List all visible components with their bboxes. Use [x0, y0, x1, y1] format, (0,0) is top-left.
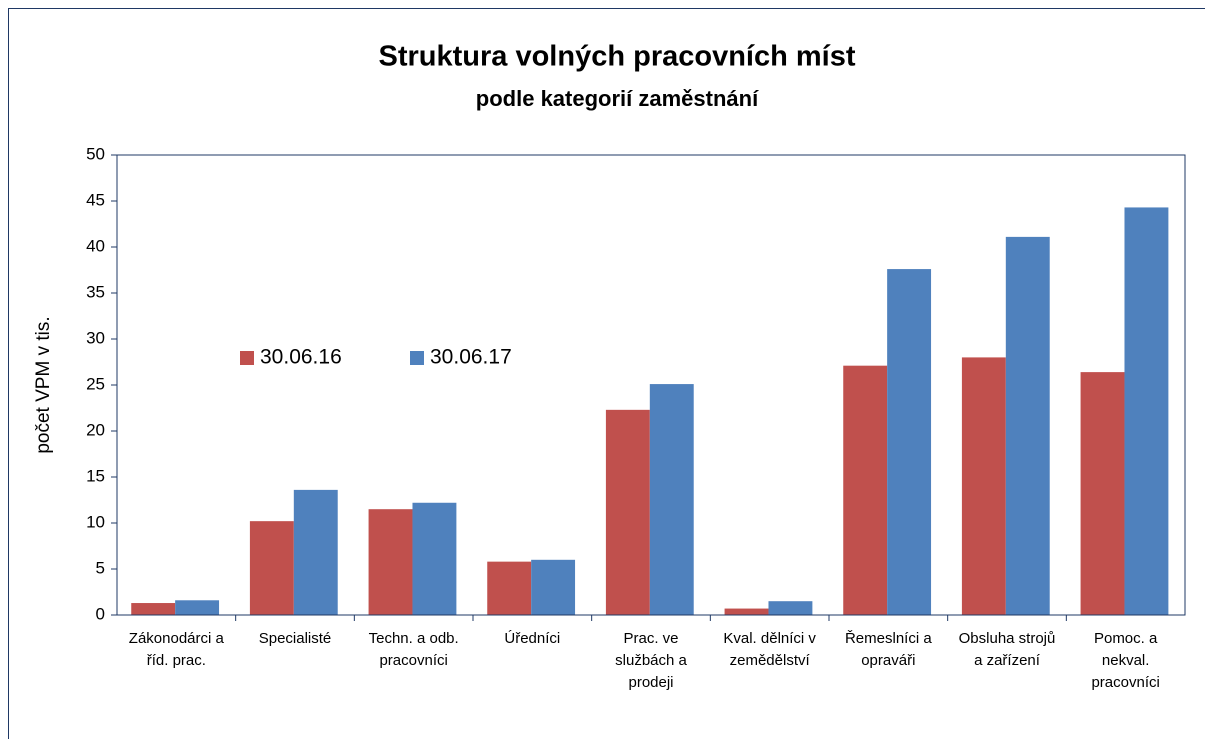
bar	[1005, 236, 1050, 615]
bar	[649, 384, 694, 615]
bar	[961, 357, 1006, 615]
legend-label: 30.06.17	[430, 346, 512, 369]
bar	[293, 489, 338, 615]
y-axis-label: počet VPM v tis.	[33, 316, 54, 453]
bar	[531, 559, 576, 615]
bar	[768, 601, 813, 615]
y-tick-label: 30	[86, 328, 105, 347]
chart-subtitle: podle kategorií zaměstnání	[476, 86, 759, 111]
y-tick-label: 10	[86, 512, 105, 531]
chart-border	[8, 8, 1205, 739]
legend-swatch	[410, 351, 424, 365]
x-tick-label: Prac. ve službách a prodeji	[615, 630, 687, 691]
chart-title: Struktura volných pracovních míst	[378, 41, 855, 73]
bar	[487, 561, 532, 615]
bar	[724, 608, 769, 615]
x-tick-label: Kval. dělníci v zemědělství	[723, 630, 816, 669]
plot-border	[116, 154, 1186, 616]
bar	[887, 269, 932, 615]
x-tick-label: Techn. a odb. pracovníci	[368, 630, 459, 669]
y-tick-label: 35	[86, 282, 105, 301]
y-tick-label: 50	[86, 144, 105, 163]
bar	[131, 603, 176, 615]
y-tick-label: 25	[86, 374, 105, 393]
x-tick-label: Specialisté	[258, 630, 332, 647]
y-tick-label: 15	[86, 466, 105, 485]
bar	[412, 502, 457, 615]
bar	[1124, 207, 1169, 615]
bar	[368, 509, 413, 615]
bar	[1080, 372, 1125, 615]
bar	[605, 409, 650, 615]
x-tick-label: Pomoc. a nekval. pracovníci	[1091, 630, 1160, 691]
y-tick-label: 20	[86, 420, 105, 439]
x-tick-label: Řemeslníci a opraváři	[844, 630, 932, 669]
legend-swatch	[240, 351, 254, 365]
y-tick-label: 45	[86, 190, 105, 209]
bar	[843, 365, 888, 615]
y-tick-label: 40	[86, 236, 105, 255]
y-tick-label: 5	[96, 558, 105, 577]
x-tick-label: Zákonodárci a říd. prac.	[128, 630, 224, 669]
bar	[249, 521, 294, 615]
x-tick-label: Úředníci	[504, 630, 561, 647]
x-tick-label: Obsluha strojů a zařízení	[958, 630, 1056, 669]
y-tick-label: 0	[96, 604, 105, 623]
bar	[175, 600, 220, 615]
legend-label: 30.06.16	[260, 346, 342, 369]
